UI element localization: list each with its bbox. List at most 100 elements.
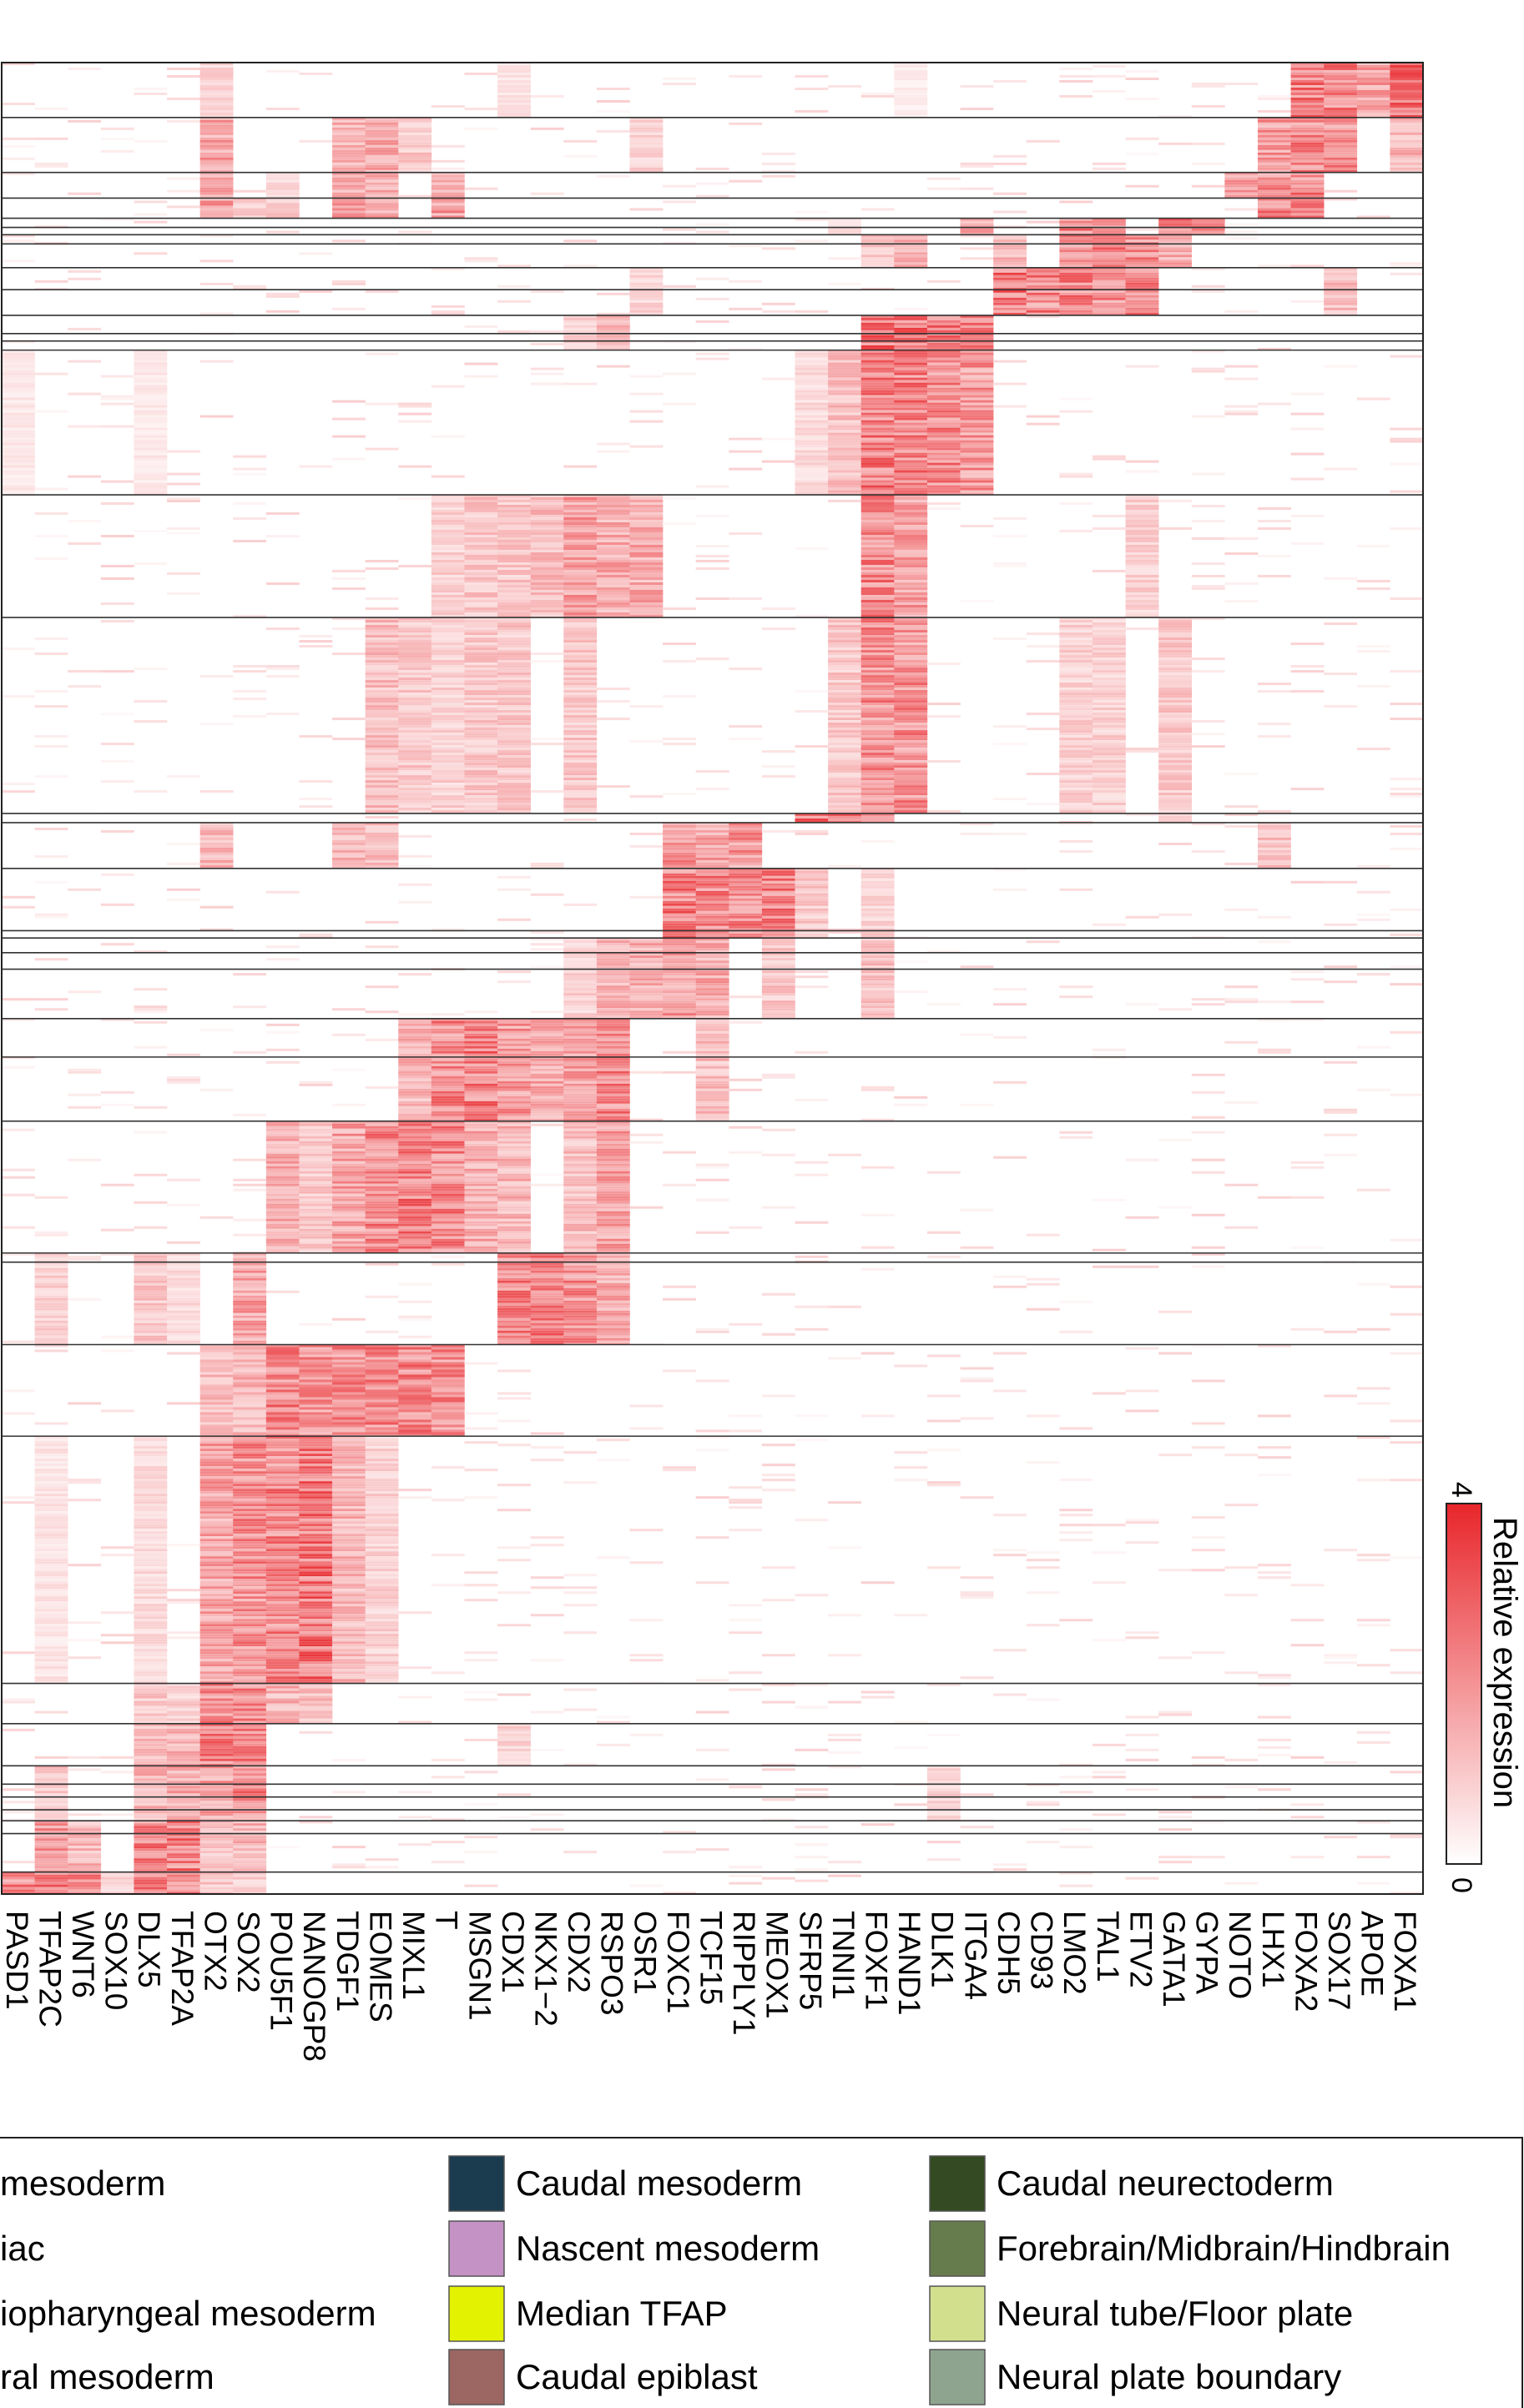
heatmap-cell — [894, 452, 928, 456]
heatmap-cell — [1356, 545, 1390, 548]
heatmap-cell — [1356, 115, 1390, 118]
heatmap-cell — [563, 988, 598, 991]
heatmap-cell — [596, 580, 630, 583]
heatmap-cell — [695, 908, 729, 911]
heatmap-cell — [828, 770, 862, 773]
heatmap-cell — [563, 1013, 598, 1016]
heatmap-cell — [729, 883, 763, 886]
heatmap-cell — [1324, 1108, 1358, 1111]
heatmap-cell — [497, 875, 531, 879]
heatmap-cell — [431, 497, 465, 501]
heatmap-cell — [464, 1171, 498, 1174]
heatmap-cell — [563, 510, 598, 513]
heatmap-cell — [134, 420, 168, 423]
heatmap-cell — [860, 748, 895, 751]
heatmap-cell — [34, 1008, 68, 1011]
heatmap-cell — [398, 172, 432, 175]
heatmap-cell — [431, 1208, 465, 1212]
heatmap-cell — [926, 482, 961, 486]
heatmap-cell — [464, 532, 498, 536]
heatmap-cell — [926, 337, 961, 340]
heatmap-cell — [629, 208, 664, 211]
heatmap-cell — [299, 1156, 333, 1159]
heatmap-cell — [464, 765, 498, 768]
heatmap-cell — [629, 557, 664, 561]
heatmap-cell — [1125, 595, 1159, 598]
heatmap-cell — [100, 1183, 134, 1186]
heatmap-cell — [860, 322, 895, 325]
heatmap-cell — [860, 234, 895, 238]
heatmap-cell — [199, 857, 234, 860]
heatmap-cell — [894, 400, 928, 403]
heatmap-cell — [926, 350, 961, 353]
heatmap-cell — [464, 1128, 498, 1131]
heatmap-cell — [596, 1101, 630, 1104]
heatmap-cell — [1125, 520, 1159, 523]
heatmap-cell — [1158, 700, 1193, 703]
heatmap-cell — [563, 555, 598, 558]
heatmap-cell — [497, 78, 531, 80]
heatmap-cell — [265, 1226, 300, 1229]
heatmap-cell — [431, 755, 465, 758]
heatmap-cell — [860, 380, 895, 383]
heatmap-cell — [1191, 233, 1225, 235]
heatmap-cell — [563, 587, 598, 591]
heatmap-cell — [199, 152, 234, 155]
heatmap-cell — [1390, 68, 1424, 70]
heatmap-cell — [497, 808, 531, 811]
heatmap-cell — [761, 950, 795, 954]
heatmap-cell — [1191, 367, 1225, 370]
heatmap-cell — [596, 1078, 630, 1081]
heatmap-cell — [332, 1231, 366, 1234]
heatmap-cell — [332, 1166, 366, 1169]
heatmap-cell — [2, 382, 35, 385]
heatmap-cell — [1290, 63, 1325, 65]
heatmap-cell — [1324, 965, 1358, 969]
heatmap-cell — [398, 1126, 432, 1129]
heatmap-cell — [233, 973, 267, 976]
heatmap-cell — [233, 213, 267, 216]
heatmap-cell — [365, 1183, 399, 1186]
heatmap-cell — [894, 805, 928, 809]
heatmap-cell — [795, 690, 829, 693]
heatmap-cell — [134, 415, 168, 418]
heatmap-cell — [265, 1136, 300, 1139]
heatmap-cell — [695, 1023, 729, 1026]
heatmap-cell — [563, 1191, 598, 1194]
heatmap-cell — [629, 515, 664, 518]
heatmap-cell — [828, 627, 862, 631]
heatmap-cell — [398, 169, 432, 173]
heatmap-cell — [695, 1025, 729, 1029]
heatmap-cell — [860, 317, 895, 320]
heatmap-cell — [1158, 750, 1193, 753]
heatmap-cell — [199, 827, 234, 830]
heatmap-cell — [497, 600, 531, 603]
heatmap-cell — [926, 465, 961, 468]
heatmap-cell — [795, 442, 829, 446]
heatmap-cell — [464, 748, 498, 751]
heatmap-cell — [365, 187, 399, 190]
heatmap-cell — [398, 800, 432, 804]
heatmap-cell — [431, 1246, 465, 1249]
heatmap-cell — [464, 720, 498, 723]
heatmap-cell — [860, 575, 895, 578]
heatmap-cell — [365, 203, 399, 206]
heatmap-cell — [530, 1113, 564, 1116]
heatmap-cell — [497, 888, 531, 891]
heatmap-cell — [530, 1053, 564, 1056]
heatmap-cell — [563, 1106, 598, 1109]
heatmap-cell — [894, 738, 928, 741]
heatmap-cell — [1224, 537, 1259, 541]
heatmap-cell — [596, 530, 630, 533]
heatmap-cell — [497, 532, 531, 536]
heatmap-cell — [894, 457, 928, 461]
heatmap-cell — [860, 963, 895, 966]
heatmap-cell — [431, 632, 465, 636]
heatmap-cell — [464, 1141, 498, 1144]
heatmap-cell — [894, 467, 928, 471]
heatmap-cell — [497, 758, 531, 761]
heatmap-cell — [100, 565, 134, 568]
heatmap-cell — [1092, 738, 1126, 741]
heatmap-cell — [828, 748, 862, 751]
heatmap-cell — [860, 537, 895, 541]
